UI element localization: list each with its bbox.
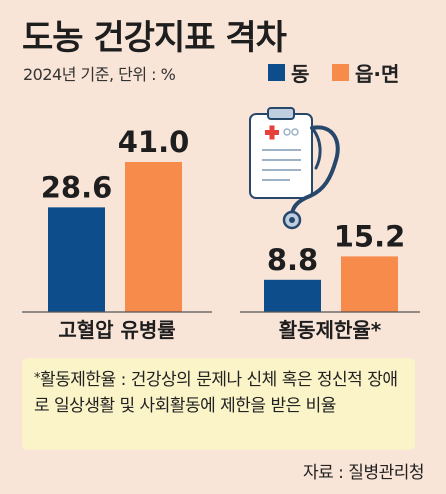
- value-label-dong-0: 28.6: [41, 170, 113, 204]
- footnote-body: 활동제한율 : 건강상의 문제나 신체 혹은 정신적 장애로 일상생활 및 사회…: [34, 370, 398, 416]
- legend-label-eupmyeon: 읍·면: [355, 62, 400, 86]
- value-label-eupmyeon-0: 41.0: [118, 125, 190, 159]
- legend-swatch-eupmyeon: [332, 64, 349, 81]
- legend-item-eupmyeon: 읍·면: [332, 58, 399, 87]
- legend-swatch-dong: [268, 64, 285, 81]
- footnote-box: *활동제한율 : 건강상의 문제나 신체 혹은 정신적 장애로 일상생활 및 사…: [22, 358, 415, 450]
- bar-eupmyeon-1: [341, 256, 398, 312]
- chart-title: 도농 건강지표 격차: [22, 18, 287, 58]
- source-credit: 자료 : 질병관리청: [302, 463, 425, 483]
- bar-chart: 28.6 8.8 41.0 15.2 고혈압 유병률 활동제한율*: [22, 107, 420, 342]
- chart-subtitle: 2024년 기준, 단위 : %: [23, 65, 176, 84]
- value-label-eupmyeon-1: 15.2: [334, 219, 406, 253]
- footnote-marker: *: [34, 371, 41, 386]
- bar-dong-1: [264, 279, 321, 312]
- footnote-text: *활동제한율 : 건강상의 문제나 신체 혹은 정신적 장애로 일상생활 및 사…: [34, 366, 410, 419]
- legend-item-dong: 동: [268, 58, 309, 87]
- category-label-activity-limit: 활동제한율*: [279, 318, 382, 342]
- category-label-hypertension: 고혈압 유병률: [58, 318, 175, 342]
- bar-dong-0: [48, 207, 105, 312]
- value-label-dong-1: 8.8: [267, 243, 318, 277]
- clipboard-stethoscope-icon: [249, 107, 340, 230]
- bar-eupmyeon-0: [125, 162, 182, 312]
- legend-label-dong: 동: [291, 62, 310, 86]
